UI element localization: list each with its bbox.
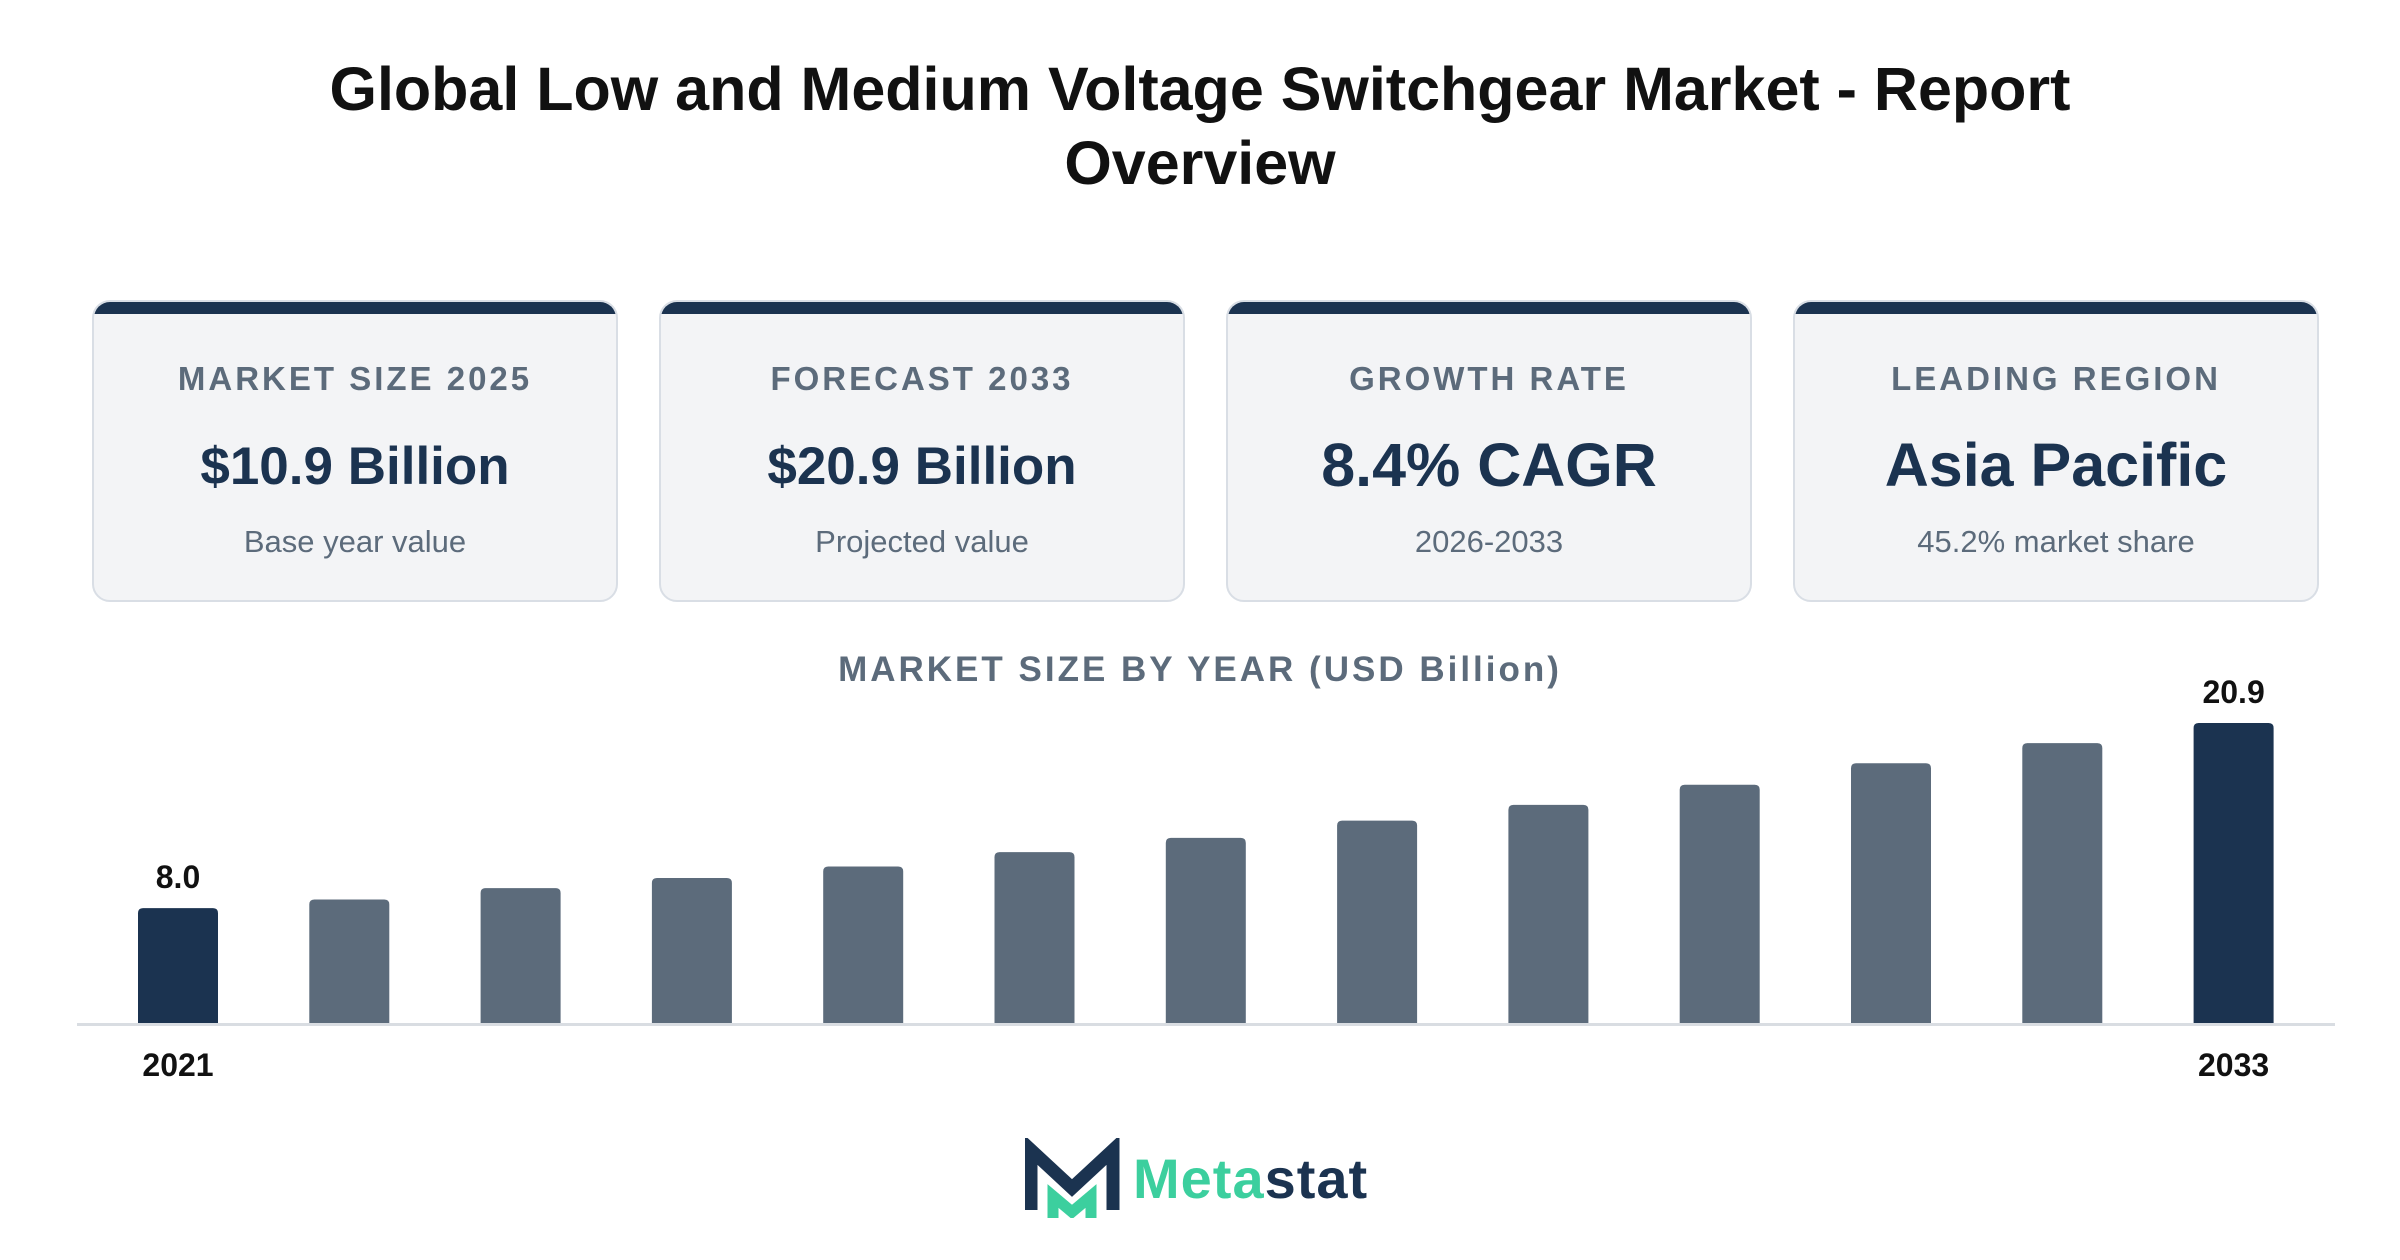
bar-2031 xyxy=(1851,763,1931,1023)
bar-2021 xyxy=(138,908,218,1023)
card-value: Asia Pacific xyxy=(1884,431,2228,499)
card-value: $20.9 Billion xyxy=(767,437,1077,496)
bar-2026 xyxy=(994,852,1075,1023)
page-title: Global Low and Medium Voltage Switchgear… xyxy=(329,55,2071,197)
card-label: FORECAST 2033 xyxy=(770,360,1074,397)
logo-text-stat: stat xyxy=(1264,1147,1369,1210)
card-value: $10.9 Billion xyxy=(200,437,510,496)
card-subtext: Base year value xyxy=(243,524,467,559)
x-tick-label: 2033 xyxy=(2198,1047,2269,1083)
card-leading-region: LEADING REGION Asia Pacific 45.2% market… xyxy=(1793,300,2319,602)
logo-text-meta: Meta xyxy=(1133,1147,1265,1210)
bar-2025 xyxy=(823,866,904,1023)
bar-2024 xyxy=(651,878,732,1023)
card-label: GROWTH RATE xyxy=(1349,360,1629,397)
x-tick-label: 2021 xyxy=(142,1047,213,1083)
card-growth-rate: GROWTH RATE 8.4% CAGR 2026-2033 xyxy=(1226,300,1752,602)
card-accent-bar xyxy=(1795,302,2317,314)
card-accent-bar xyxy=(94,302,616,314)
chart-title: MARKET SIZE BY YEAR (USD Billion) xyxy=(838,650,1562,689)
card-label: MARKET SIZE 2025 xyxy=(177,360,533,397)
card-accent-bar xyxy=(1228,302,1750,314)
bar-2023 xyxy=(480,888,561,1023)
card-subtext: Projected value xyxy=(815,524,1029,559)
logo-wordmark: Metastat xyxy=(1133,1146,1368,1211)
bar-value-label: 20.9 xyxy=(2202,674,2264,710)
bar-2030 xyxy=(1679,784,1760,1023)
card-value: 8.4% CAGR xyxy=(1321,431,1657,499)
card-label: LEADING REGION xyxy=(1891,360,2221,397)
summary-cards: MARKET SIZE 2025 $10.9 Billion Base year… xyxy=(92,300,2319,604)
bar-value-label: 8.0 xyxy=(156,859,200,895)
card-subtext: 2026-2033 xyxy=(1414,524,1564,559)
bar-2027 xyxy=(1165,837,1246,1023)
bar-2029 xyxy=(1508,804,1589,1023)
bar-2028 xyxy=(1337,820,1418,1023)
card-subtext: 45.2% market share xyxy=(1917,524,2195,559)
card-market-size: MARKET SIZE 2025 $10.9 Billion Base year… xyxy=(92,300,618,602)
card-forecast: FORECAST 2033 $20.9 Billion Projected va… xyxy=(659,300,1185,602)
bar-2022 xyxy=(309,899,390,1023)
bar-2032 xyxy=(2022,743,2103,1023)
metastat-logo: Metastat xyxy=(1025,1138,1395,1218)
card-accent-bar xyxy=(661,302,1183,314)
bar-2033 xyxy=(2193,723,2274,1023)
metastat-m-logo-icon xyxy=(1025,1138,1120,1218)
